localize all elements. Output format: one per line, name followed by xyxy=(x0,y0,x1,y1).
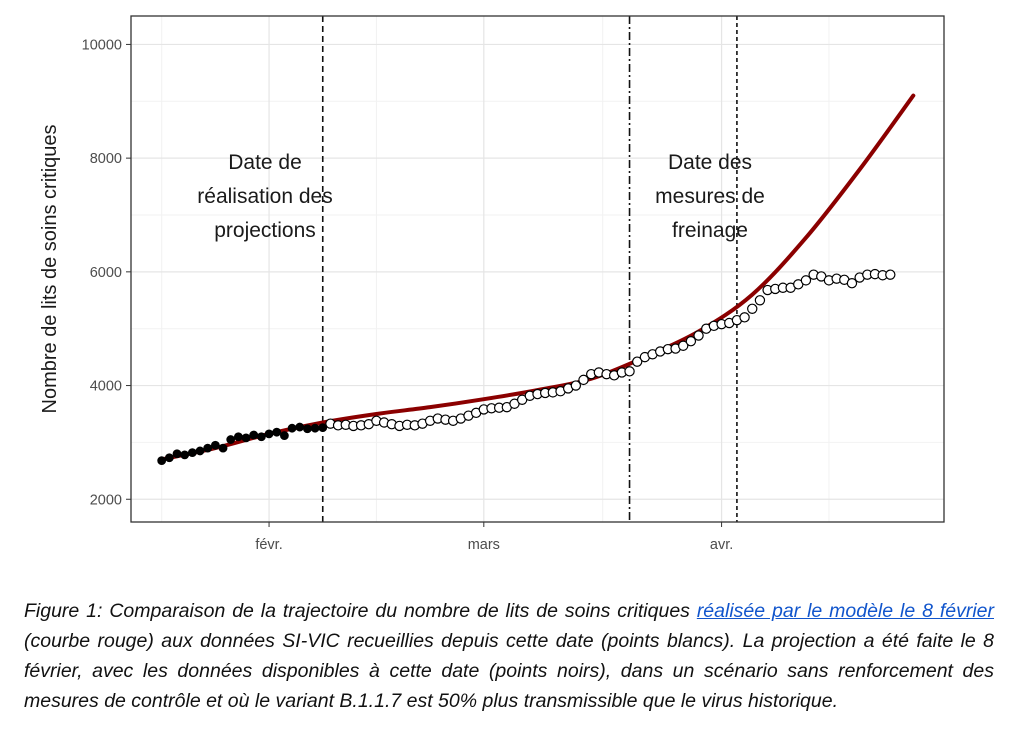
x-tick-label: févr. xyxy=(255,537,282,553)
observed-point-after xyxy=(632,356,643,367)
observed-point-after xyxy=(570,380,582,391)
observed-point-before xyxy=(241,433,251,443)
annotation-measures-date: Date des mesures de freinage xyxy=(635,146,785,248)
observed-point-before xyxy=(218,443,228,453)
x-tick-label: mars xyxy=(468,537,500,553)
observed-point-after xyxy=(678,340,689,351)
chart-area: 2000 4000 6000 8000 10000 févr. mars avr. Nombre… xyxy=(39,15,945,553)
annotation-line: freinage xyxy=(672,219,748,242)
observed-point-before xyxy=(233,432,243,442)
observed-point-after xyxy=(693,330,704,341)
observed-point-before xyxy=(226,435,236,444)
observed-point-before xyxy=(303,424,312,434)
observed-point-before xyxy=(187,448,197,458)
observed-point-before xyxy=(310,423,320,433)
observed-point-after xyxy=(578,374,589,386)
observed-point-before xyxy=(210,440,220,450)
observed-point-before xyxy=(195,446,205,456)
observed-point-before xyxy=(295,422,305,432)
observed-point-before xyxy=(164,453,174,463)
annotation-projection-date: Date de réalisation des projections xyxy=(180,146,350,248)
observed-point-before xyxy=(203,443,213,453)
observed-point-before xyxy=(249,430,259,440)
observed-point-after xyxy=(754,295,766,306)
y-axis-title: Nombre de lits de soins critiques xyxy=(39,124,61,413)
observed-point-after xyxy=(885,269,896,280)
caption-text-end: (courbe rouge) aux données SI-VIC recuei… xyxy=(24,630,994,712)
observed-point-before xyxy=(318,423,328,433)
annotation-line: mesures de xyxy=(655,185,765,208)
y-tick-label: 4000 xyxy=(90,379,122,395)
observed-point-after xyxy=(685,336,697,347)
observed-point-after xyxy=(800,275,812,286)
y-tick-label: 6000 xyxy=(90,265,122,281)
caption-text-start: Figure 1: Comparaison de la trajectoire … xyxy=(24,600,697,622)
observed-point-before xyxy=(172,449,182,459)
caption-link[interactable]: réalisée par le modèle le 8 février xyxy=(696,600,994,622)
observed-point-before xyxy=(264,429,274,439)
y-tick-label: 10000 xyxy=(82,37,122,53)
annotation-line: réalisation des xyxy=(197,185,333,208)
panel-border xyxy=(130,15,945,523)
figure-caption: Figure 1: Comparaison de la trajectoire … xyxy=(24,596,994,716)
x-tick-label: avr. xyxy=(710,537,733,553)
observed-point-before xyxy=(157,456,167,465)
y-tick-label: 2000 xyxy=(90,492,122,508)
annotation-line: Date des xyxy=(667,151,753,174)
observed-point-after xyxy=(624,366,635,377)
observed-point-before xyxy=(279,431,289,440)
annotation-line: Date de xyxy=(228,151,302,174)
y-tick-label: 8000 xyxy=(90,151,122,167)
observed-point-before xyxy=(180,450,190,460)
observed-point-before xyxy=(287,423,297,433)
observed-point-before xyxy=(256,432,266,442)
observed-point-before xyxy=(272,427,282,437)
observed-point-after xyxy=(846,278,858,289)
observed-point-after xyxy=(747,303,758,314)
annotation-line: projections xyxy=(214,219,316,242)
observed-point-after xyxy=(739,312,750,323)
